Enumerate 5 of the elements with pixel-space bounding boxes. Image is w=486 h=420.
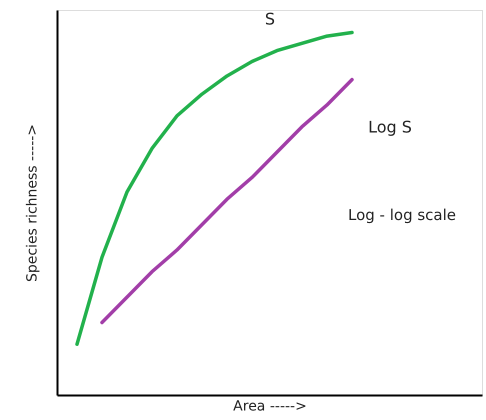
- annotation: Log - log scale: [348, 206, 456, 224]
- y-axis-title: Species richness ----->: [24, 124, 40, 282]
- x-axis-title: Area ----->: [233, 398, 307, 414]
- text: Log S: [368, 118, 412, 137]
- series-label: S: [264, 9, 276, 28]
